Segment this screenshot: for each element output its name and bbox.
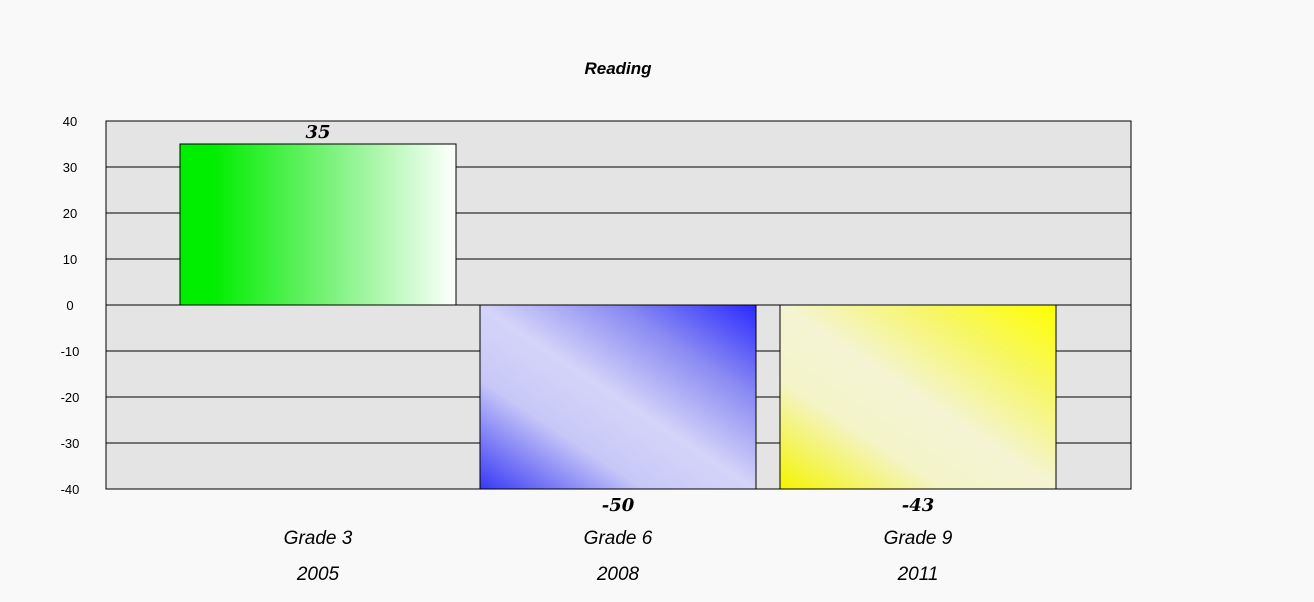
bar <box>479 304 757 490</box>
bar <box>179 143 457 306</box>
y-tick-label: 0 <box>66 298 73 313</box>
y-tick-label: -40 <box>61 482 80 497</box>
category-sublabel: 2005 <box>296 564 340 585</box>
bars <box>179 143 1057 490</box>
y-tick-label: 30 <box>63 160 77 175</box>
y-tick-label: -20 <box>61 390 80 405</box>
y-tick-label: 40 <box>63 114 77 129</box>
category-sublabel: 2008 <box>596 564 640 585</box>
y-tick-label: 10 <box>63 252 77 267</box>
y-tick-label: -30 <box>61 436 80 451</box>
category-label: Grade 6 <box>584 528 653 549</box>
category-label: Grade 3 <box>284 528 353 549</box>
data-label: 35 <box>305 122 330 143</box>
category-sublabel: 2011 <box>897 564 939 585</box>
category-label: Grade 9 <box>884 528 953 549</box>
y-tick-label: -10 <box>61 344 80 359</box>
y-tick-label: 20 <box>63 206 77 221</box>
labels: 40 30 20 10 0 -10 -20 -30 -40 35 Grade 3 2005 -50 Gra… <box>61 114 953 585</box>
chart-title: Reading <box>584 59 652 78</box>
data-label: -43 <box>902 495 935 516</box>
bar <box>779 304 1057 490</box>
data-label: -50 <box>602 495 635 516</box>
